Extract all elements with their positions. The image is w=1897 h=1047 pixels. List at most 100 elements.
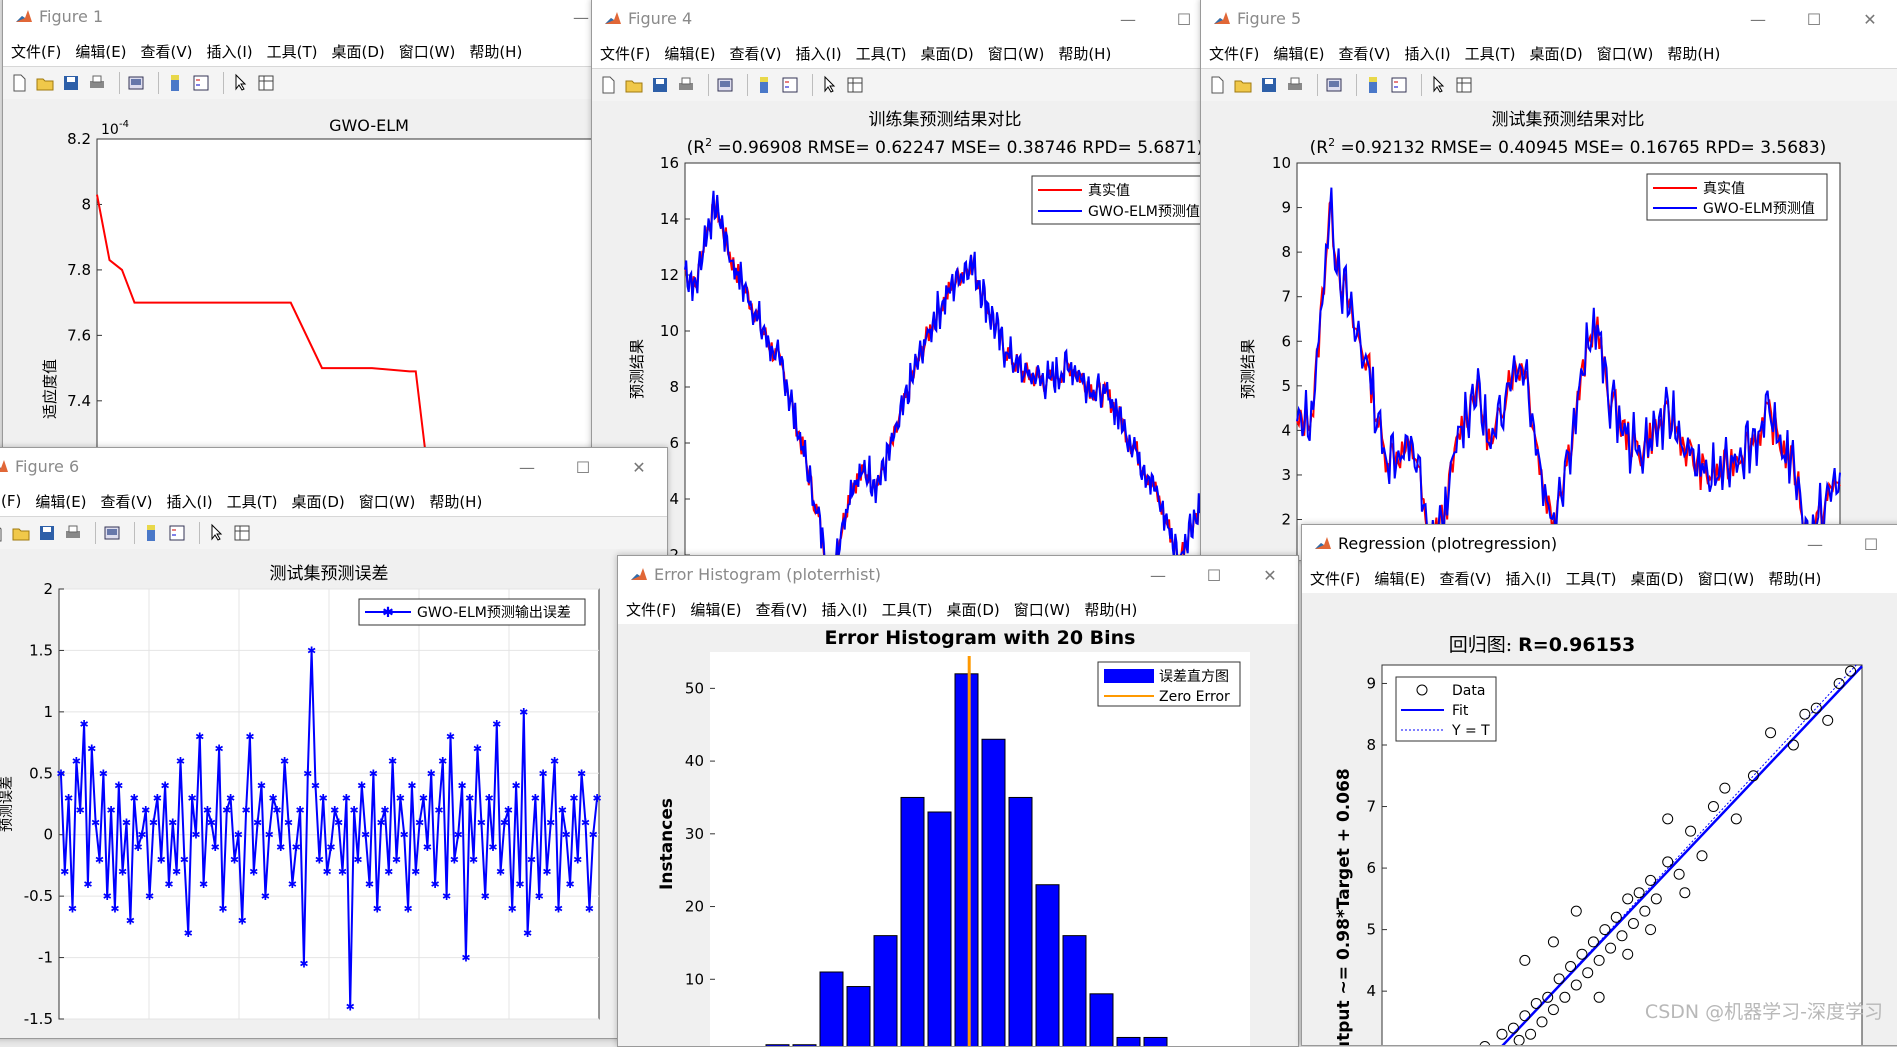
open-folder-icon[interactable] <box>1233 75 1253 95</box>
menu-view[interactable]: 查看(V) <box>729 44 782 63</box>
title-bar[interactable]: Figure 4 — ☐ <box>592 0 1212 38</box>
menu-file[interactable]: 文件(F) <box>600 44 651 63</box>
close-button[interactable]: ✕ <box>1863 9 1877 29</box>
legend[interactable]: 真实值 GWO-ELM预测值 <box>1646 173 1828 221</box>
menu-tools[interactable]: 工具(T) <box>226 492 278 511</box>
legend[interactable]: Data Fit Y = T <box>1395 676 1497 742</box>
menu-window[interactable]: 窗口(W) <box>398 42 456 61</box>
maximize-button[interactable]: ☐ <box>1176 9 1192 29</box>
open-folder-icon[interactable] <box>35 73 55 93</box>
menu-view[interactable]: 查看(V) <box>1439 569 1492 588</box>
minimize-button[interactable]: — <box>1750 9 1766 29</box>
menu-edit[interactable]: 编辑(E) <box>1374 569 1426 588</box>
menu-view[interactable]: 查看(V) <box>140 42 193 61</box>
minimize-button[interactable]: — <box>573 7 589 27</box>
menu-view[interactable]: 查看(V) <box>755 600 808 619</box>
new-file-icon[interactable] <box>598 75 618 95</box>
maximize-button[interactable]: ☐ <box>1806 9 1822 29</box>
menu-file[interactable]: 文件(F) <box>1209 44 1260 63</box>
legend-icon[interactable] <box>1389 75 1409 95</box>
close-button[interactable]: ✕ <box>1263 565 1277 585</box>
title-bar[interactable]: Regression (plotregression) — ☐ <box>1302 525 1897 563</box>
save-icon[interactable] <box>61 73 81 93</box>
menu-help[interactable]: 帮助(H) <box>1058 44 1112 63</box>
legend-icon[interactable] <box>167 523 187 543</box>
print-icon[interactable] <box>676 75 696 95</box>
print-icon[interactable] <box>87 73 107 93</box>
menu-file[interactable]: 文件(F) <box>1310 569 1361 588</box>
print-icon[interactable] <box>63 523 83 543</box>
menu-insert[interactable]: 插入(I) <box>166 492 213 511</box>
colorbar-icon[interactable] <box>165 73 185 93</box>
colorbar-icon[interactable] <box>754 75 774 95</box>
menu-window[interactable]: 窗口(W) <box>1013 600 1071 619</box>
menu-edit[interactable]: 编辑(E) <box>1273 44 1325 63</box>
property-inspector-icon[interactable] <box>256 73 276 93</box>
menu-view[interactable]: 查看(V) <box>1338 44 1391 63</box>
menu-desktop[interactable]: 桌面(D) <box>291 492 345 511</box>
menu-edit[interactable]: 编辑(E) <box>690 600 742 619</box>
menu-insert[interactable]: 插入(I) <box>821 600 868 619</box>
menu-file[interactable]: 文件(F) <box>11 42 62 61</box>
minimize-button[interactable]: — <box>1807 534 1823 554</box>
pointer-icon[interactable] <box>206 523 226 543</box>
menu-desktop[interactable]: 桌面(D) <box>331 42 385 61</box>
menu-file[interactable]: 文件(F) <box>626 600 677 619</box>
menu-edit[interactable]: 编辑(E) <box>664 44 716 63</box>
open-folder-icon[interactable] <box>624 75 644 95</box>
pointer-icon[interactable] <box>230 73 250 93</box>
print-preview-icon[interactable] <box>126 73 146 93</box>
colorbar-icon[interactable] <box>1363 75 1383 95</box>
menu-tools[interactable]: 工具(T) <box>1565 569 1617 588</box>
property-inspector-icon[interactable] <box>845 75 865 95</box>
pointer-icon[interactable] <box>1428 75 1448 95</box>
menu-tools[interactable]: 工具(T) <box>855 44 907 63</box>
title-bar[interactable]: Error Histogram (ploterrhist) — ☐ ✕ <box>618 556 1298 594</box>
title-bar[interactable]: Figure 1 — <box>3 0 609 36</box>
menu-window[interactable]: 窗口(W) <box>987 44 1045 63</box>
menu-view[interactable]: 查看(V) <box>100 492 153 511</box>
pointer-icon[interactable] <box>819 75 839 95</box>
menu-tools[interactable]: 工具(T) <box>266 42 318 61</box>
new-file-icon[interactable] <box>0 523 5 543</box>
menu-help[interactable]: 帮助(H) <box>429 492 483 511</box>
legend-icon[interactable] <box>191 73 211 93</box>
save-icon[interactable] <box>650 75 670 95</box>
minimize-button[interactable]: — <box>1120 9 1136 29</box>
menu-tools[interactable]: 工具(T) <box>881 600 933 619</box>
new-file-icon[interactable] <box>9 73 29 93</box>
menu-desktop[interactable]: 桌面(D) <box>946 600 1000 619</box>
menu-window[interactable]: 窗口(W) <box>1697 569 1755 588</box>
legend-icon[interactable] <box>780 75 800 95</box>
maximize-button[interactable]: ☐ <box>1206 565 1222 585</box>
legend[interactable]: ✱ GWO-ELM预测输出误差 <box>358 598 586 626</box>
open-folder-icon[interactable] <box>11 523 31 543</box>
menu-desktop[interactable]: 桌面(D) <box>1630 569 1684 588</box>
minimize-button[interactable]: — <box>1150 565 1166 585</box>
menu-help[interactable]: 帮助(H) <box>469 42 523 61</box>
menu-window[interactable]: 窗口(W) <box>1596 44 1654 63</box>
maximize-button[interactable]: ☐ <box>575 457 591 477</box>
minimize-button[interactable]: — <box>519 457 535 477</box>
colorbar-icon[interactable] <box>141 523 161 543</box>
menu-desktop[interactable]: 桌面(D) <box>920 44 974 63</box>
menu-help[interactable]: 帮助(H) <box>1084 600 1138 619</box>
property-inspector-icon[interactable] <box>232 523 252 543</box>
menu-help[interactable]: 帮助(H) <box>1667 44 1721 63</box>
property-inspector-icon[interactable] <box>1454 75 1474 95</box>
menu-insert[interactable]: 插入(I) <box>1404 44 1451 63</box>
title-bar[interactable]: Figure 5 — ☐ ✕ <box>1201 0 1897 38</box>
new-file-icon[interactable] <box>1207 75 1227 95</box>
close-button[interactable]: ✕ <box>632 457 646 477</box>
legend[interactable]: 真实值 GWO-ELM预测值 <box>1031 175 1212 225</box>
print-icon[interactable] <box>1285 75 1305 95</box>
print-preview-icon[interactable] <box>102 523 122 543</box>
menu-desktop[interactable]: 桌面(D) <box>1529 44 1583 63</box>
menu-edit[interactable]: 编辑(E) <box>35 492 87 511</box>
title-bar[interactable]: Figure 6 — ☐ ✕ <box>0 448 667 486</box>
menu-edit[interactable]: 编辑(E) <box>75 42 127 61</box>
print-preview-icon[interactable] <box>1324 75 1344 95</box>
menu-file[interactable]: (F) <box>1 492 22 510</box>
print-preview-icon[interactable] <box>715 75 735 95</box>
legend[interactable]: 误差直方图 Zero Error <box>1097 661 1241 707</box>
